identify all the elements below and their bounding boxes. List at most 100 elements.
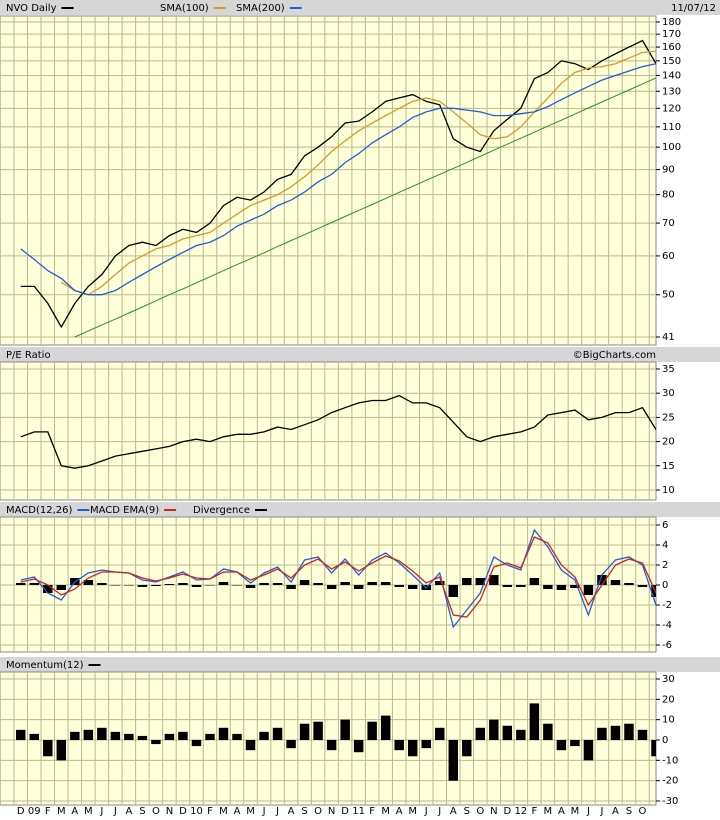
x-tick-label: F [531, 806, 537, 817]
bar [462, 578, 472, 585]
y-tick-label: 2 [662, 560, 668, 571]
y-tick-label: 10 [662, 715, 675, 726]
bar [407, 740, 418, 757]
plot-layer [20, 394, 656, 469]
plot-layer [16, 703, 656, 781]
bar [110, 731, 121, 740]
bar [543, 723, 553, 740]
bar [83, 580, 94, 585]
y-tick-label: -4 [662, 620, 672, 631]
bar [56, 740, 67, 761]
bar [637, 585, 648, 587]
bar [570, 740, 580, 747]
bar [43, 740, 53, 757]
bar [164, 733, 175, 740]
x-tick-label: M [408, 806, 417, 817]
bar [178, 583, 188, 585]
x-tick-label: O [639, 806, 647, 817]
plot-area [0, 361, 657, 501]
x-tick-label: N [166, 806, 173, 817]
bar [232, 733, 242, 740]
legend-label: SMA(200) [236, 3, 285, 14]
bar [421, 740, 431, 749]
bar [56, 585, 67, 590]
x-tick-label: A [125, 806, 132, 817]
bar [286, 585, 296, 589]
bar [299, 723, 310, 740]
y-tick-label: -10 [662, 755, 678, 766]
x-tick-label: M [544, 806, 553, 817]
x-tick-label: S [139, 806, 145, 817]
x-tick-label: O [152, 806, 160, 817]
y-tick-label: 6 [662, 520, 668, 531]
panel-header [0, 0, 720, 15]
x-tick-label: F [45, 806, 51, 817]
bar [178, 731, 188, 740]
x-tick-label: 09 [28, 806, 41, 817]
bar [164, 584, 175, 585]
bar [326, 740, 337, 751]
bar [218, 727, 229, 740]
bar [151, 585, 161, 586]
legend-label: MACD EMA(9) [90, 505, 159, 516]
series-line [20, 394, 656, 469]
y-tick-label: 15 [662, 461, 675, 472]
x-tick-label: J [113, 806, 117, 817]
credit: ©BigCharts.com [573, 350, 656, 361]
bar [637, 729, 648, 740]
y-tick-label: 20 [662, 694, 675, 705]
panel-header [0, 502, 720, 517]
bar [272, 583, 283, 585]
bar [97, 583, 107, 585]
x-tick-label: A [612, 806, 619, 817]
legend-label: Momentum(12) [6, 660, 84, 671]
legend-label: Divergence [193, 505, 250, 516]
x-tick-label: D [341, 806, 349, 817]
bar [448, 585, 458, 597]
x-tick-label: A [396, 806, 403, 817]
bar [380, 715, 391, 740]
y-tick-label: 100 [662, 142, 681, 153]
bar [516, 585, 526, 587]
y-tick-label: -30 [662, 796, 678, 807]
bar [245, 585, 256, 588]
y-tick-label: 50 [662, 290, 675, 301]
bar [353, 740, 364, 753]
x-tick-label: J [586, 806, 590, 817]
bar [313, 583, 323, 585]
plot-layer [20, 39, 656, 338]
x-tick-label: J [599, 806, 603, 817]
bar [299, 580, 310, 585]
y-tick-label: 25 [662, 412, 675, 423]
bar [110, 585, 121, 586]
y-tick-label: 41 [662, 332, 675, 343]
y-tick-label: 170 [662, 29, 681, 40]
x-tick-label: A [450, 806, 457, 817]
y-tick-label: -6 [662, 640, 672, 651]
y-tick-label: 180 [662, 17, 681, 28]
y-tick-label: 60 [662, 251, 675, 262]
y-tick-label: 130 [662, 86, 681, 97]
y-tick-label: 160 [662, 42, 681, 53]
x-tick-label: J [424, 806, 428, 817]
bar [394, 585, 404, 587]
bar [137, 585, 148, 587]
bar [70, 731, 80, 740]
bar [583, 585, 594, 595]
bar [597, 727, 607, 740]
bar [407, 585, 418, 589]
bar [556, 740, 567, 751]
bar [124, 585, 134, 586]
bar [259, 731, 269, 740]
bar [610, 580, 621, 585]
bar [245, 740, 256, 751]
bar [43, 585, 53, 593]
x-tick-label: S [464, 806, 470, 817]
bar [475, 727, 486, 740]
bar [16, 729, 26, 740]
bar [462, 740, 472, 757]
legend-label: P/E Ratio [6, 350, 51, 361]
y-tick-label: 10 [662, 485, 675, 496]
x-tick-label: N [328, 806, 335, 817]
